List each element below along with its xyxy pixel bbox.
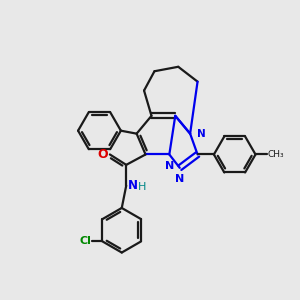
Text: N: N — [197, 129, 206, 139]
Text: Cl: Cl — [79, 236, 91, 246]
Text: N: N — [175, 174, 184, 184]
Text: CH₃: CH₃ — [268, 150, 285, 159]
Text: H: H — [137, 182, 146, 192]
Text: N: N — [128, 179, 138, 192]
Text: O: O — [97, 148, 108, 161]
Text: N: N — [165, 161, 174, 171]
